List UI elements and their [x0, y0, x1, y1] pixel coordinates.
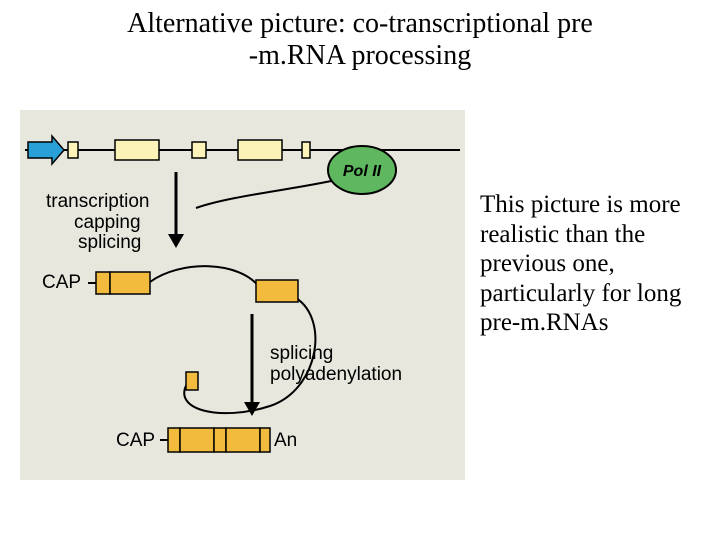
diagram-panel: Pol II transcription capping splicing CA…: [20, 110, 465, 480]
diagram-svg: Pol II: [20, 110, 465, 480]
rna1-loop1: [150, 266, 260, 288]
rna1-exons: [96, 272, 298, 390]
pol2-tail: [196, 180, 336, 208]
lbl-splicing1: splicing: [78, 233, 150, 254]
title-line1: Alternative picture: co-transcriptional …: [0, 8, 720, 40]
page-title: Alternative picture: co-transcriptional …: [0, 8, 720, 72]
lbl-polya: polyadenylation: [270, 365, 402, 386]
rna2-exons: [168, 428, 270, 452]
cap1-label: CAP: [42, 272, 81, 294]
side-caption: This picture is more realistic than the …: [480, 190, 720, 338]
an-label: An: [274, 430, 297, 452]
lbl-splicing2: splicing: [270, 344, 402, 365]
arrow1-head-icon: [168, 234, 184, 248]
pol2-label: Pol II: [343, 163, 382, 180]
lbl-capping: capping: [74, 213, 150, 234]
title-line2: -m.RNA processing: [0, 40, 720, 72]
labels-block1: transcription capping splicing: [46, 192, 150, 254]
cap2-label: CAP: [116, 430, 155, 452]
lbl-transcription: transcription: [46, 192, 150, 213]
labels-block2: splicing polyadenylation: [270, 344, 402, 385]
promoter-arrow-icon: [28, 136, 64, 164]
